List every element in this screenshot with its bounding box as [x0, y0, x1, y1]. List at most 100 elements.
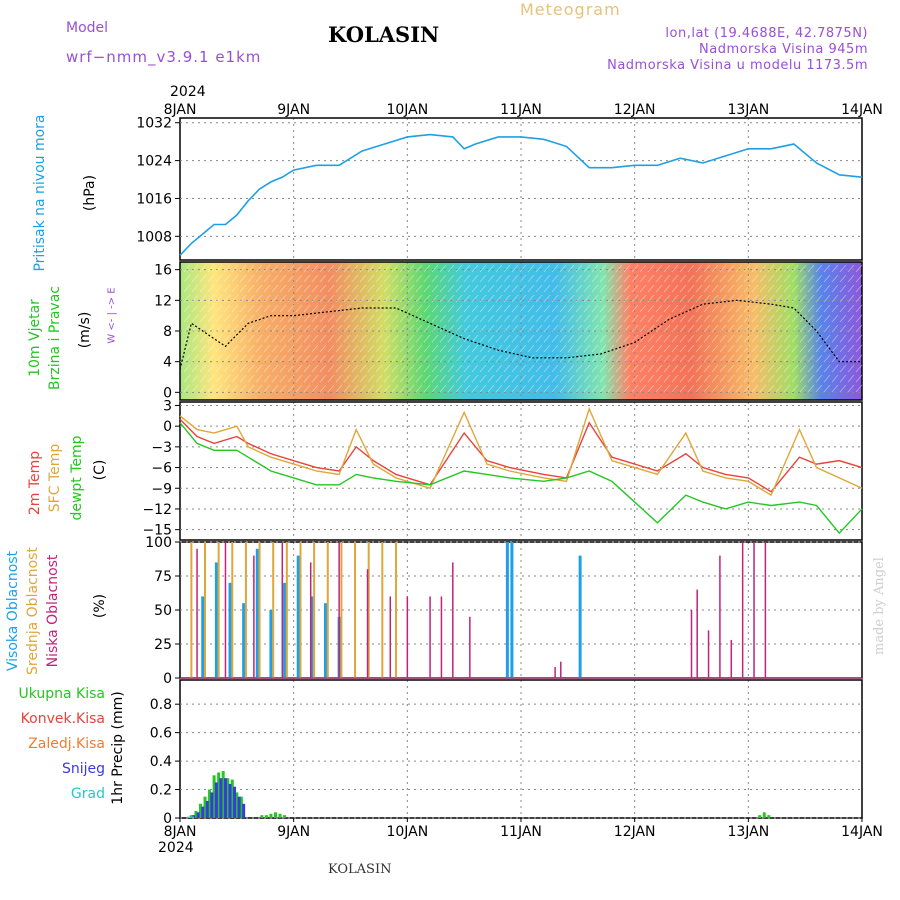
wind-barb: [647, 274, 655, 283]
wind-barb: [183, 284, 191, 293]
wind-barb: [471, 344, 479, 353]
wind-barb: [391, 374, 399, 383]
wind-barb: [711, 314, 719, 323]
wind-barb: [255, 364, 263, 373]
wind-barb: [407, 354, 415, 363]
wind-barb: [855, 274, 863, 283]
wind-barb: [191, 344, 199, 353]
y-tick-label: 1016: [136, 191, 172, 207]
wind-barb: [407, 374, 415, 383]
wind-barb: [615, 364, 623, 373]
wind-barb: [679, 294, 687, 303]
wind-barb: [455, 384, 463, 393]
wind-barb: [623, 364, 631, 373]
wind-barb: [215, 354, 223, 363]
wind-barb: [271, 364, 279, 373]
wind-barb: [191, 314, 199, 323]
wind-barb: [831, 264, 839, 273]
wind-barb: [703, 344, 711, 353]
wind-barb: [287, 384, 295, 393]
wind-barb: [639, 364, 647, 373]
wind-barb: [207, 314, 215, 323]
wind-barb: [679, 354, 687, 363]
wind-barb: [767, 364, 775, 373]
wind-barb: [623, 384, 631, 393]
wind-barb: [279, 304, 287, 313]
wind-barb: [719, 294, 727, 303]
wind-barb: [431, 284, 439, 293]
wind-barb: [279, 384, 287, 393]
wind-barb: [351, 334, 359, 343]
y-tick-label: 0: [163, 671, 172, 687]
wind-barb: [487, 334, 495, 343]
wind-barb: [495, 364, 503, 373]
wind-barb: [663, 374, 671, 383]
wind-barb: [431, 304, 439, 313]
wind-barb: [215, 264, 223, 273]
wind-barb: [631, 334, 639, 343]
wind-barb: [567, 334, 575, 343]
wind-barb: [271, 314, 279, 323]
wind-barb: [231, 274, 239, 283]
wind-barb: [631, 274, 639, 283]
wind-barb: [423, 364, 431, 373]
wind-barb: [551, 294, 559, 303]
wind-barb: [671, 294, 679, 303]
wind-barb: [695, 264, 703, 273]
wind-barb: [575, 364, 583, 373]
wind-barb: [207, 384, 215, 393]
wind-barb: [519, 384, 527, 393]
wind-barb: [735, 354, 743, 363]
wind-barb: [623, 264, 631, 273]
wind-barb: [543, 314, 551, 323]
wind-barb: [767, 384, 775, 393]
wind-barb: [527, 284, 535, 293]
wind-barb: [319, 354, 327, 363]
wind-barb: [503, 274, 511, 283]
wind-barb: [703, 364, 711, 373]
wind-barb: [367, 324, 375, 333]
wind-barb: [375, 364, 383, 373]
wind-barb: [743, 374, 751, 383]
wind-barb: [759, 294, 767, 303]
wind-barb: [215, 284, 223, 293]
wind-barb: [527, 264, 535, 273]
wind-barb: [271, 294, 279, 303]
wind-barb: [215, 314, 223, 323]
precip-snow-bar: [210, 792, 214, 818]
meteogram-label: Meteogram: [520, 0, 621, 19]
wind-barb: [463, 364, 471, 373]
wind-barb: [255, 354, 263, 363]
wind-barb: [207, 304, 215, 313]
wind-barb: [407, 344, 415, 353]
wind-barb: [375, 284, 383, 293]
wind-barb: [719, 264, 727, 273]
y-tick-label: 100: [145, 535, 172, 551]
wind-barb: [535, 324, 543, 333]
wind-barb: [327, 374, 335, 383]
wind-barb: [383, 344, 391, 353]
wind-barb: [687, 344, 695, 353]
wind-barb: [711, 354, 719, 363]
wind-barb: [255, 304, 263, 313]
wind-barb: [391, 294, 399, 303]
wind-barb: [415, 274, 423, 283]
wind-barb: [295, 284, 303, 293]
wind-barb: [199, 334, 207, 343]
wind-barb: [743, 344, 751, 353]
wind-barb: [655, 374, 663, 383]
wind-barb: [311, 354, 319, 363]
wind-barb: [679, 334, 687, 343]
wind-barb: [431, 384, 439, 393]
y-tick-label: 4: [163, 355, 172, 371]
wind-barb: [551, 314, 559, 323]
x-tick-label-bottom: 13JAN: [727, 824, 769, 840]
wind-barb: [487, 344, 495, 353]
wind-barb: [551, 274, 559, 283]
wind-barb: [631, 324, 639, 333]
wind-barb: [255, 334, 263, 343]
wind-barb: [239, 354, 247, 363]
y-tick-label: 1032: [136, 116, 172, 132]
wind-barb: [815, 374, 823, 383]
wind-barb: [663, 314, 671, 323]
